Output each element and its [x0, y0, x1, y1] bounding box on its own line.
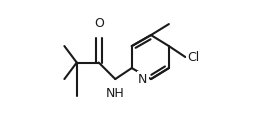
Text: O: O	[94, 17, 104, 30]
Text: NH: NH	[106, 87, 125, 100]
Text: Cl: Cl	[187, 51, 200, 64]
Text: N: N	[138, 73, 148, 86]
